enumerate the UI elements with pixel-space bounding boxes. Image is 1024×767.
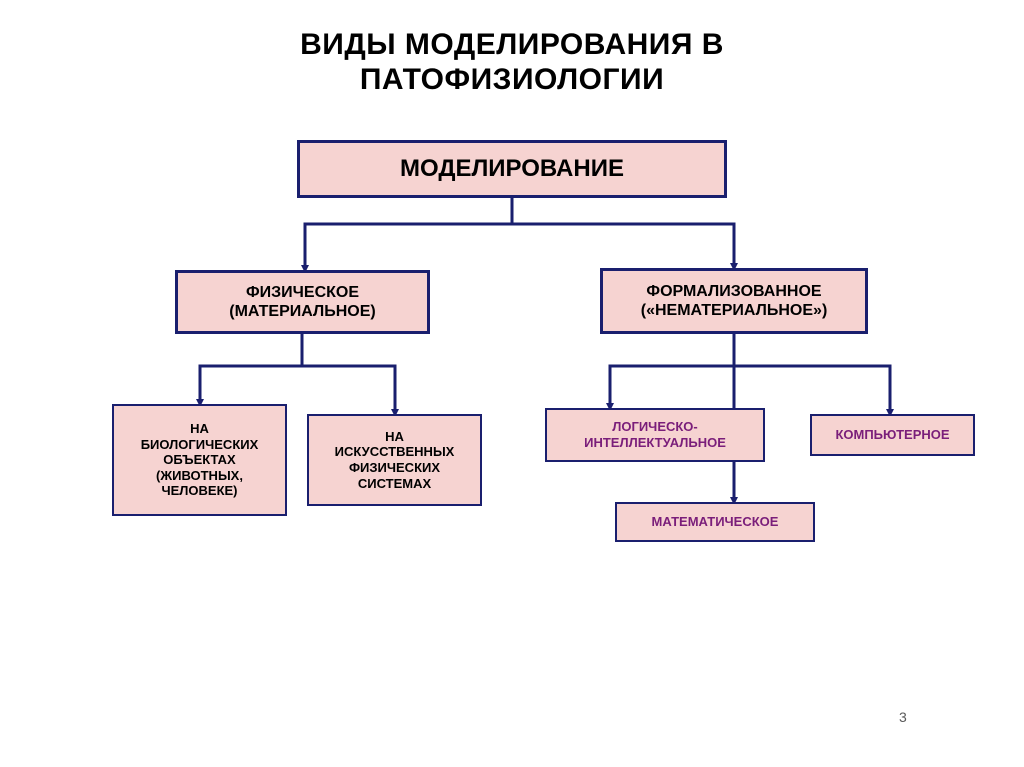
edge-1 (512, 198, 734, 268)
edge-4 (610, 334, 734, 408)
node-formalized: ФОРМАЛИЗОВАННОЕ («НЕМАТЕРИАЛЬНОЕ») (600, 268, 868, 334)
edge-2 (200, 334, 302, 404)
page-title: ВИДЫ МОДЕЛИРОВАНИЯ В ПАТОФИЗИОЛОГИИ (0, 28, 1024, 97)
edge-0 (305, 198, 512, 270)
title-line-2: ПАТОФИЗИОЛОГИИ (360, 63, 664, 96)
node-artificial: НА ИСКУССТВЕННЫХ ФИЗИЧЕСКИХ СИСТЕМАХ (307, 414, 482, 506)
edge-5 (734, 334, 890, 414)
edges-layer (0, 0, 1024, 767)
page-number: 3 (899, 709, 907, 725)
node-logic: ЛОГИЧЕСКО- ИНТЕЛЛЕКТУАЛЬНОЕ (545, 408, 765, 462)
node-math: МАТЕМАТИЧЕСКОЕ (615, 502, 815, 542)
node-physical: ФИЗИЧЕСКОЕ (МАТЕРИАЛЬНОЕ) (175, 270, 430, 334)
edge-3 (302, 334, 395, 414)
title-line-1: ВИДЫ МОДЕЛИРОВАНИЯ В (300, 28, 724, 61)
node-computer: КОМПЬЮТЕРНОЕ (810, 414, 975, 456)
node-bio: НА БИОЛОГИЧЕСКИХ ОБЪЕКТАХ (ЖИВОТНЫХ, ЧЕЛ… (112, 404, 287, 516)
node-root: МОДЕЛИРОВАНИЕ (297, 140, 727, 198)
